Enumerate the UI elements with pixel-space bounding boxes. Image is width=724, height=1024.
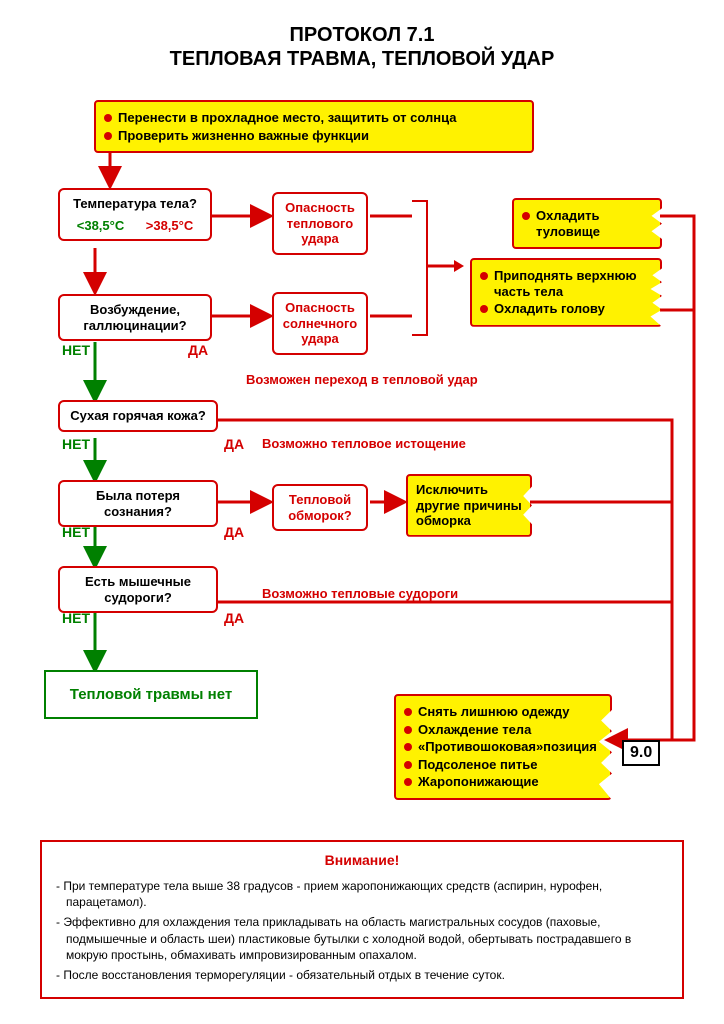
q-halluc: Возбуждение, галлюцинации? (58, 294, 212, 341)
label-no-4: НЕТ (62, 610, 90, 626)
bracket-arrow (426, 258, 466, 274)
label-no-3: НЕТ (62, 524, 90, 540)
q-temp-gt: >38,5°C (146, 218, 193, 234)
action-heat: Охладить туловище (512, 198, 662, 249)
q-temp: Температура тела? <38,5°C >38,5°C (58, 188, 212, 241)
q-temp-title: Температура тела? (66, 196, 204, 212)
label-yes-2: ДА (224, 436, 244, 452)
label-no-2: НЕТ (62, 436, 90, 452)
attention-box: Внимание! - При температуре тела выше 38… (40, 840, 684, 999)
title-line1: ПРОТОКОЛ 7.1 (0, 24, 724, 47)
label-yes-4: ДА (224, 610, 244, 626)
q-spasm: Есть мышечные судороги? (58, 566, 218, 613)
attention-title: Внимание! (56, 852, 668, 868)
label-no-1: НЕТ (62, 342, 90, 358)
faint-box: Тепловой обморок? (272, 484, 368, 531)
note-exhaustion: Возможно тепловое истощение (262, 436, 466, 451)
q-temp-lt: <38,5°C (77, 218, 124, 234)
note-spasm: Возможно тепловые судороги (262, 586, 458, 601)
attention-item-0: - При температуре тела выше 38 градусов … (56, 878, 668, 910)
title-line2: ТЕПЛОВАЯ ТРАВМА, ТЕПЛОВОЙ УДАР (0, 48, 724, 71)
q-skin: Сухая горячая кожа? (58, 400, 218, 432)
action-heat-0: Охладить туловище (536, 208, 652, 239)
label-yes-3: ДА (224, 524, 244, 540)
q-faint: Была потеря сознания? (58, 480, 218, 527)
final-2: «Противошоковая»позиция (418, 739, 597, 755)
start-item-1: Проверить жизненно важные функции (118, 128, 369, 144)
action-sun: Приподнять верхнюю часть тела Охладить г… (470, 258, 662, 327)
final-4: Жаропонижающие (418, 774, 539, 790)
final-box: Снять лишнюю одежду Охлаждение тела «Про… (394, 694, 612, 800)
final-3: Подсоленое питье (418, 757, 537, 773)
action-sun-0: Приподнять верхнюю часть тела (494, 268, 652, 299)
ref-box: 9.0 (622, 740, 660, 766)
page: ПРОТОКОЛ 7.1 ТЕПЛОВАЯ ТРАВМА, ТЕПЛОВОЙ У… (0, 0, 724, 1024)
attention-item-1: - Эффективно для охлаждения тела приклад… (56, 914, 668, 963)
danger-heat: Опасность теплового удара (272, 192, 368, 255)
faint-action-text: Исключить другие причины обморка (416, 482, 522, 529)
label-yes-1: ДА (188, 342, 208, 358)
result-no: Тепловой травмы нет (44, 670, 258, 719)
note-transition: Возможен переход в тепловой удар (246, 372, 478, 387)
final-0: Снять лишнюю одежду (418, 704, 570, 720)
danger-sun: Опасность солнечного удара (272, 292, 368, 355)
start-box: Перенести в прохладное место, защитить о… (94, 100, 534, 153)
action-sun-1: Охладить голову (494, 301, 605, 317)
attention-item-2: - После восстановления терморегуляции - … (56, 967, 668, 983)
final-1: Охлаждение тела (418, 722, 531, 738)
faint-action: Исключить другие причины обморка (406, 474, 532, 537)
start-item-0: Перенести в прохладное место, защитить о… (118, 110, 456, 126)
